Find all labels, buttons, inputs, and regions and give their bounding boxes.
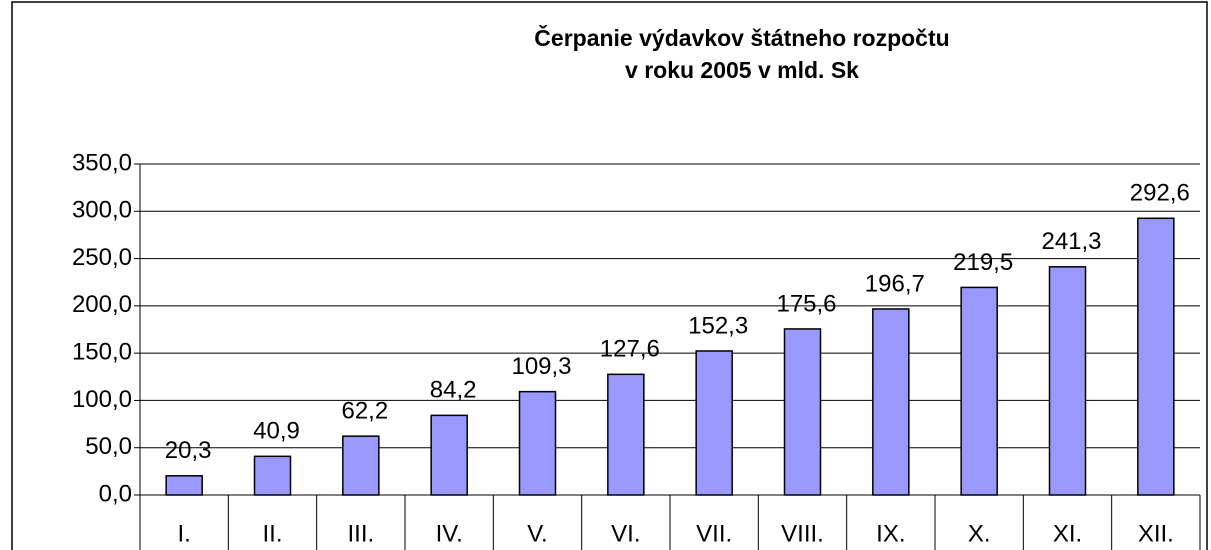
x-tick-label: XI.: [1053, 520, 1082, 547]
y-tick-label: 200,0: [72, 291, 132, 318]
x-tick-label: XII.: [1138, 520, 1174, 547]
data-label: 241,3: [1041, 228, 1101, 255]
y-tick-label: 50,0: [85, 433, 132, 460]
y-tick-label: 100,0: [72, 386, 132, 413]
x-tick-label: VI.: [611, 520, 640, 547]
x-tick-label: VIII.: [781, 520, 824, 547]
data-label: 219,5: [953, 249, 1013, 276]
data-label: 84,2: [430, 377, 477, 404]
bar: [430, 414, 468, 496]
x-tick-label: V.: [527, 520, 547, 547]
y-tick-label: 250,0: [72, 244, 132, 271]
chart-border: [11, 1, 1208, 550]
y-tick-label: 350,0: [72, 149, 132, 176]
x-tick-label: X.: [968, 520, 991, 547]
bar: [960, 286, 998, 496]
data-label: 109,3: [511, 353, 571, 380]
y-tick-label: 150,0: [72, 338, 132, 365]
data-label: 292,6: [1130, 180, 1190, 207]
y-tick-label: 0,0: [99, 480, 132, 507]
x-tick-label: IV.: [436, 520, 463, 547]
data-label: 152,3: [688, 312, 748, 339]
bar: [872, 308, 910, 496]
data-label: 20,3: [165, 437, 212, 464]
x-tick-label: II.: [262, 520, 282, 547]
bar: [783, 328, 822, 496]
chart-title: Čerpanie výdavkov štátneho rozpočtu: [534, 24, 949, 51]
bar: [607, 373, 645, 496]
data-label: 196,7: [865, 270, 925, 297]
bar: [1137, 217, 1175, 496]
x-tick-label: IX.: [876, 520, 905, 547]
chart-title: v roku 2005 v mld. Sk: [625, 57, 859, 83]
data-label: 40,9: [253, 418, 300, 445]
bar: [342, 435, 380, 496]
data-label: 62,2: [341, 398, 388, 425]
x-tick-label: III.: [347, 520, 374, 547]
bar: [165, 475, 203, 496]
bar: [253, 455, 292, 496]
data-label: 127,6: [600, 336, 660, 363]
bar: [695, 350, 733, 496]
data-label: 175,6: [776, 290, 836, 317]
bar: [518, 390, 557, 496]
bar: [1048, 266, 1087, 496]
x-tick-label: VII.: [696, 520, 732, 547]
y-tick-label: 300,0: [72, 197, 132, 224]
x-tick-label: I.: [177, 520, 190, 547]
